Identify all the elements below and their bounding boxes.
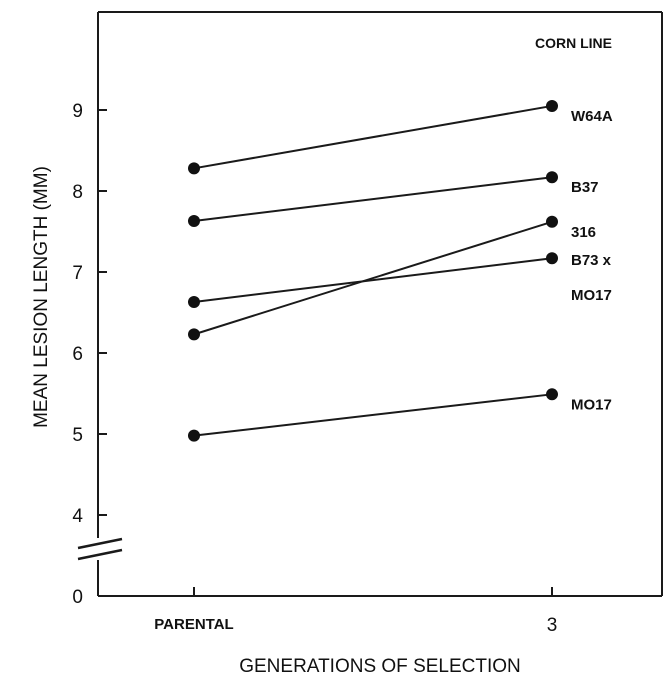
- data-point: [546, 171, 558, 184]
- data-point: [188, 328, 200, 341]
- data-point: [188, 214, 200, 227]
- series-layer: [188, 99, 558, 442]
- y-ticks: 0 4 5 6 7 8 9 PARENTAL 3: [72, 101, 557, 636]
- data-point: [188, 429, 200, 442]
- series-label: 316: [571, 224, 596, 241]
- series-line: [193, 104, 553, 170]
- series-line: [193, 393, 553, 437]
- x-tick-label: 3: [547, 615, 558, 636]
- series-line: [193, 257, 553, 303]
- y-tick-label: 7: [72, 263, 83, 284]
- series-label: MO17: [571, 396, 612, 413]
- series-label: B37: [571, 179, 599, 196]
- data-point: [188, 295, 200, 308]
- data-point: [546, 252, 558, 265]
- series-label: W64A: [571, 108, 613, 125]
- x-axis-title: GENERATIONS OF SELECTION: [239, 656, 521, 677]
- y-tick-label: 8: [72, 182, 83, 203]
- series-line: [193, 176, 553, 222]
- y-tick-label: 0: [72, 587, 83, 608]
- data-point: [546, 99, 558, 112]
- axis-break-mark: [77, 548, 123, 561]
- series-line: [193, 220, 553, 336]
- series-label: B73 x: [571, 252, 612, 269]
- data-point: [546, 388, 558, 401]
- y-tick-label: 5: [72, 425, 83, 446]
- legend-title: CORN LINE: [535, 35, 612, 51]
- x-tick-label: PARENTAL: [154, 616, 233, 633]
- data-point: [546, 215, 558, 228]
- y-tick-label: 4: [72, 506, 83, 527]
- data-point: [188, 162, 200, 175]
- labels-layer: GENERATIONS OF SELECTION MEAN LESION LENG…: [31, 35, 613, 677]
- y-tick-label: 6: [72, 344, 83, 365]
- axis-break-mark: [77, 537, 123, 550]
- series-label: MO17: [571, 287, 612, 304]
- y-tick-label: 9: [72, 101, 83, 122]
- y-axis-title: MEAN LESION LENGTH (MM): [31, 166, 52, 428]
- axes: [77, 11, 663, 597]
